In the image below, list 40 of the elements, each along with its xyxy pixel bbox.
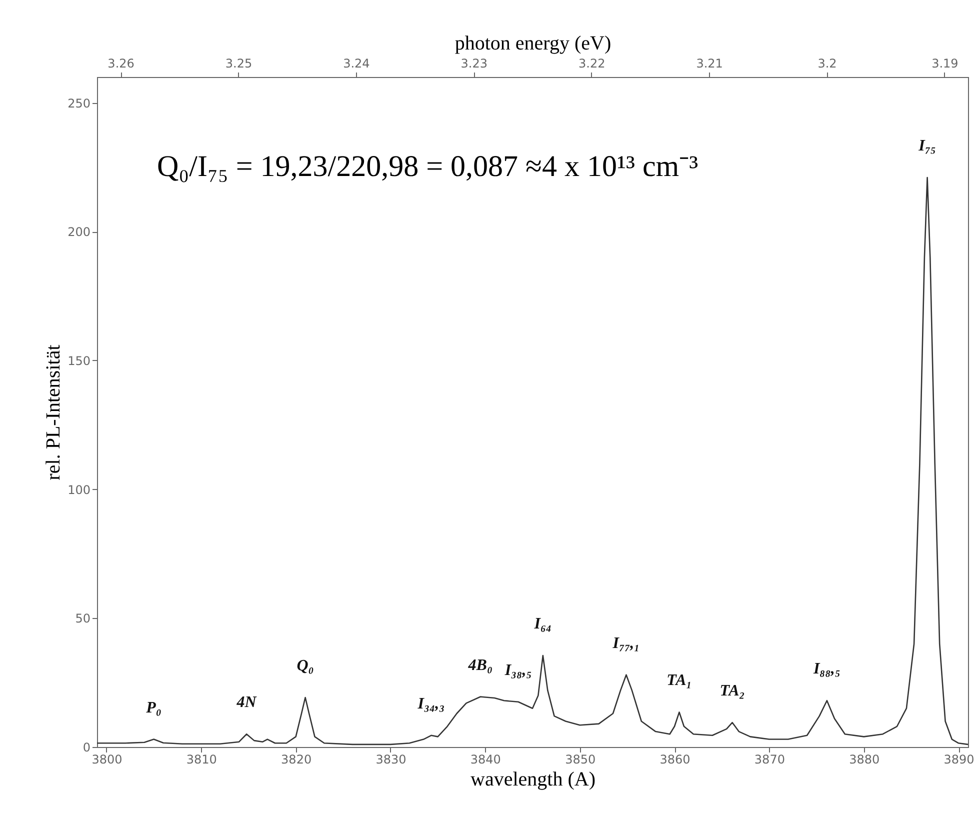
y-axis-title: rel. PL-Intensität bbox=[42, 344, 65, 480]
annotation: 4N bbox=[236, 694, 258, 712]
x2-tick-label: 3.25 bbox=[225, 56, 252, 70]
annotation: Q₀ bbox=[296, 658, 314, 675]
annotation: Q₀/I₇₅ = 19,23/220,98 = 0,087 ≈4 x 10¹³ cm⁻³ bbox=[157, 150, 698, 183]
y-tick-label: 0 bbox=[82, 740, 90, 754]
x2-tick-label: 3.19 bbox=[932, 56, 958, 70]
x2-tick-label: 3.26 bbox=[108, 56, 134, 70]
y-tick-label: 50 bbox=[75, 612, 90, 626]
annotation: TA₁ bbox=[666, 672, 692, 690]
y-tick-label: 100 bbox=[68, 482, 90, 497]
y-tick-label: 150 bbox=[68, 354, 90, 368]
x-axis-title: wavelength (A) bbox=[470, 768, 596, 790]
annotation: TA₂ bbox=[720, 682, 745, 700]
x-tick-label: 3890 bbox=[944, 752, 974, 766]
x-tick-label: 3860 bbox=[660, 752, 690, 766]
y-tick-label: 250 bbox=[68, 96, 90, 110]
annotation: I₇₅ bbox=[918, 138, 936, 154]
x2-tick-label: 3.2 bbox=[818, 56, 837, 70]
annotation: I₃₄,₃ bbox=[416, 695, 445, 712]
x-tick-label: 3820 bbox=[281, 752, 312, 766]
annotation: I₇₇,₁ bbox=[612, 634, 640, 652]
x-tick-label: 3800 bbox=[92, 752, 122, 766]
x-tick-label: 3850 bbox=[565, 752, 596, 766]
annotation: P₀ bbox=[145, 699, 162, 716]
annotation: I₃₈,₅ bbox=[504, 662, 532, 679]
x2-tick-label: 3.21 bbox=[696, 56, 723, 70]
x-tick-label: 3840 bbox=[470, 752, 501, 766]
y-tick-label: 200 bbox=[68, 225, 90, 240]
annotation: 4B₀ bbox=[467, 656, 493, 674]
x2-tick-label: 3.22 bbox=[578, 56, 606, 70]
x2-tick-label: 3.23 bbox=[460, 56, 488, 70]
x-tick-label: 3870 bbox=[754, 752, 785, 766]
x2-axis-title: photon energy (eV) bbox=[454, 32, 612, 54]
x-tick-label: 3810 bbox=[186, 752, 217, 766]
x-tick-label: 3830 bbox=[376, 752, 406, 766]
x2-tick-label: 3.24 bbox=[343, 56, 370, 70]
annotation: I₈₈,₅ bbox=[812, 660, 840, 678]
x-tick-label: 3880 bbox=[849, 752, 880, 766]
annotation: I₆₄ bbox=[533, 616, 552, 633]
